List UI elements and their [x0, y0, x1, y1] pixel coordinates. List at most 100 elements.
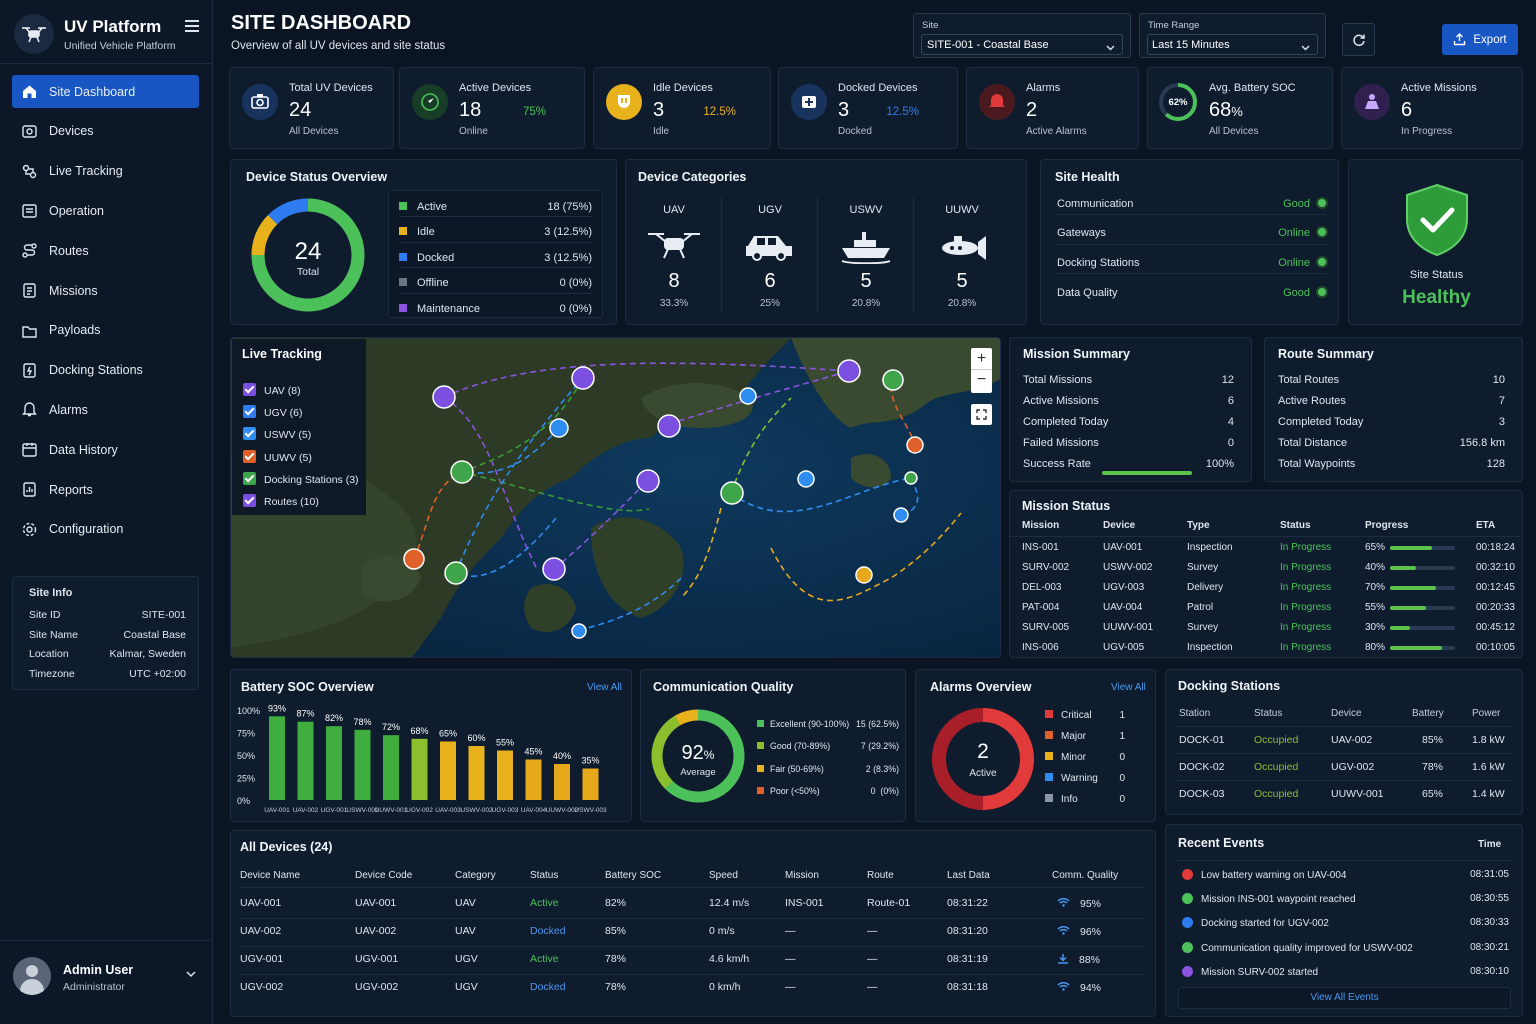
nav-item-data-history[interactable]: Data History — [12, 433, 199, 466]
docking-row[interactable]: DOCK-01 Occupied UAV-002 85% 1.8 kW — [1166, 734, 1522, 754]
alarms-view-all-link[interactable]: View All — [1111, 682, 1146, 693]
checkbox-checked-icon[interactable] — [243, 427, 256, 441]
device-last: 08:31:19 — [947, 953, 988, 965]
layer-toggle-uav[interactable]: UAV (8) — [243, 383, 301, 397]
legend-value: 1 — [1119, 731, 1125, 742]
battery-bar[interactable] — [468, 746, 485, 800]
event-row[interactable]: Mission INS-001 waypoint reached 08:30:55 — [1182, 893, 1509, 905]
nav-item-site-dashboard[interactable]: Site Dashboard — [12, 75, 199, 108]
time-range-group: Time Range Last 15 Minutes — [1139, 13, 1326, 58]
device-row[interactable]: UGV-002 UGV-002 UGV Docked 78% 0 km/h — — 08:31:… — [231, 981, 1155, 1001]
mission-status-header: ETA — [1476, 520, 1496, 531]
mission-status-row[interactable]: INS-001 UAV-001 Inspection In Progress 65% 00… — [1010, 542, 1522, 560]
view-all-events-button[interactable]: View All Events — [1178, 987, 1511, 1009]
battery-bar[interactable] — [411, 738, 428, 800]
nav-item-operation[interactable]: Operation — [12, 194, 199, 227]
nav-item-docking-stations[interactable]: Docking Stations — [12, 354, 199, 387]
checkbox-checked-icon[interactable] — [243, 471, 256, 485]
category-ugv[interactable]: UGV 6 25% — [722, 196, 818, 312]
category-uswv[interactable]: USWV 5 20.8% — [818, 196, 914, 312]
docking-row[interactable]: DOCK-02 Occupied UGV-002 78% 1.6 kW — [1166, 761, 1522, 781]
device-row[interactable]: UAV-002 UAV-002 UAV Docked 85% 0 m/s — — 08:31:2… — [231, 925, 1155, 947]
category-uav[interactable]: UAV 8 33.3% — [626, 196, 722, 312]
site-info-row: Timezone UTC +02:00 — [29, 668, 186, 680]
nav-item-routes[interactable]: Routes — [12, 234, 199, 267]
chevron-down-icon[interactable] — [186, 969, 196, 981]
battery-bar[interactable] — [383, 735, 399, 800]
mission-type: Survey — [1187, 622, 1219, 633]
event-row[interactable]: Mission SURV-002 started 08:30:10 — [1182, 965, 1509, 978]
docking-station: DOCK-03 — [1179, 788, 1225, 800]
fullscreen-button[interactable] — [971, 404, 992, 425]
avatar[interactable] — [13, 957, 51, 995]
checkbox-checked-icon[interactable] — [243, 383, 256, 396]
category-uuwv[interactable]: UUWV 5 20.8% — [914, 196, 1010, 312]
stat-value: 3 — [838, 99, 850, 121]
stat-label: Idle Devices — [653, 82, 713, 94]
export-button[interactable]: Export — [1442, 24, 1518, 55]
live-tracking-map[interactable]: Live Tracking UAV (8) UGV (6) USWV (5) UUWV… — [230, 337, 1001, 658]
nav-item-reports[interactable]: Reports — [12, 473, 199, 506]
nav-item-label: Configuration — [49, 522, 124, 537]
mission-status-row[interactable]: SURV-002 USWV-002 Survey In Progress 40% 00:3… — [1010, 562, 1522, 580]
battery-bar[interactable] — [440, 741, 456, 801]
battery-bar[interactable] — [297, 721, 314, 800]
checkbox-checked-icon[interactable] — [243, 405, 256, 419]
comm-quality-title: Communication Quality — [653, 680, 794, 694]
device-status-total-label: Total — [296, 266, 320, 278]
battery-x-tick: USWV-001 — [346, 807, 379, 814]
nav-item-configuration[interactable]: Configuration — [12, 513, 199, 546]
stat-percent: 12.5% — [703, 106, 736, 118]
layer-toggle-uuwv[interactable]: UUWV (5) — [243, 449, 312, 464]
layer-toggle-ugv[interactable]: UGV (6) — [243, 405, 303, 419]
battery-bar[interactable] — [554, 764, 570, 800]
mission-status-row[interactable]: DEL-003 UGV-003 Delivery In Progress 70% 00:1… — [1010, 582, 1522, 600]
battery-view-all-link[interactable]: View All — [587, 682, 622, 693]
category-name: UGV — [758, 204, 782, 216]
nav-item-devices[interactable]: Devices — [12, 115, 199, 148]
summary-key: Active Routes — [1278, 395, 1346, 407]
time-range-select[interactable]: Last 15 Minutes — [1147, 34, 1318, 55]
battery-bar[interactable] — [326, 726, 342, 800]
nav-item-alarms[interactable]: Alarms — [12, 393, 199, 426]
battery-bar[interactable] — [525, 759, 542, 801]
checkbox-checked-icon[interactable] — [243, 449, 256, 463]
battery-bar[interactable] — [582, 768, 599, 801]
mission-device: UUWV-001 — [1103, 622, 1154, 633]
layer-label: UGV (6) — [264, 407, 303, 420]
battery-bar[interactable] — [497, 750, 513, 801]
refresh-button[interactable] — [1342, 23, 1375, 56]
checkbox-checked-icon[interactable] — [243, 494, 256, 507]
site-select[interactable]: SITE-001 - Coastal Base — [921, 34, 1123, 55]
battery-bar[interactable] — [269, 716, 285, 800]
legend-label: Offline — [417, 277, 449, 289]
device-status-row: Docked 3 (12.5%) — [399, 248, 592, 268]
nav-item-missions[interactable]: Missions — [12, 274, 199, 307]
layer-label: USWV (5) — [264, 429, 312, 442]
event-row[interactable]: Docking started for UGV-002 08:30:33 — [1182, 917, 1509, 929]
devices-header: Device Code — [355, 870, 413, 881]
device-row[interactable]: UGV-001 UGV-001 UGV Active 78% 4.6 km/h — — 08:3… — [231, 953, 1155, 975]
device-row[interactable]: UAV-001 UAV-001 UAV Active 82% 12.4 m/s INS-00… — [231, 897, 1155, 919]
mission-status-row[interactable]: SURV-005 UUWV-001 Survey In Progress 30% 00:4… — [1010, 622, 1522, 640]
battery-bar[interactable] — [354, 729, 371, 800]
mission-status-row[interactable]: PAT-004 UAV-004 Patrol In Progress 55% 00:20:… — [1010, 602, 1522, 620]
event-row[interactable]: Low battery warning on UAV-004 08:31:05 — [1182, 869, 1509, 881]
mission-status-row[interactable]: INS-006 UGV-005 Inspection In Progress 80% 00… — [1010, 642, 1522, 660]
site-health-row: Gateways Online — [1057, 223, 1326, 245]
layer-toggle-routes[interactable]: Routes (10) — [243, 494, 319, 508]
zoom-in-button[interactable]: + — [971, 348, 992, 370]
site-select-label: Site — [922, 20, 939, 31]
app-subtitle: Unified Vehicle Platform — [64, 40, 176, 52]
zoom-out-button[interactable]: − — [976, 371, 987, 388]
event-text: Docking started for UGV-002 — [1201, 918, 1329, 930]
event-time: 08:30:10 — [1470, 965, 1509, 977]
layer-toggle-docking[interactable]: Docking Stations (3) — [243, 471, 359, 486]
nav-item-live-tracking[interactable]: Live Tracking — [12, 155, 199, 188]
hamburger-menu-icon[interactable] — [185, 20, 199, 32]
event-row[interactable]: Communication quality improved for USWV-… — [1182, 941, 1509, 954]
layer-toggle-uswv[interactable]: USWV (5) — [243, 427, 311, 441]
docking-row[interactable]: DOCK-03 Occupied UUWV-001 65% 1.4 kW — [1166, 788, 1522, 808]
nav-item-payloads[interactable]: Payloads — [12, 314, 199, 347]
legend-label: Minor — [1061, 752, 1087, 763]
